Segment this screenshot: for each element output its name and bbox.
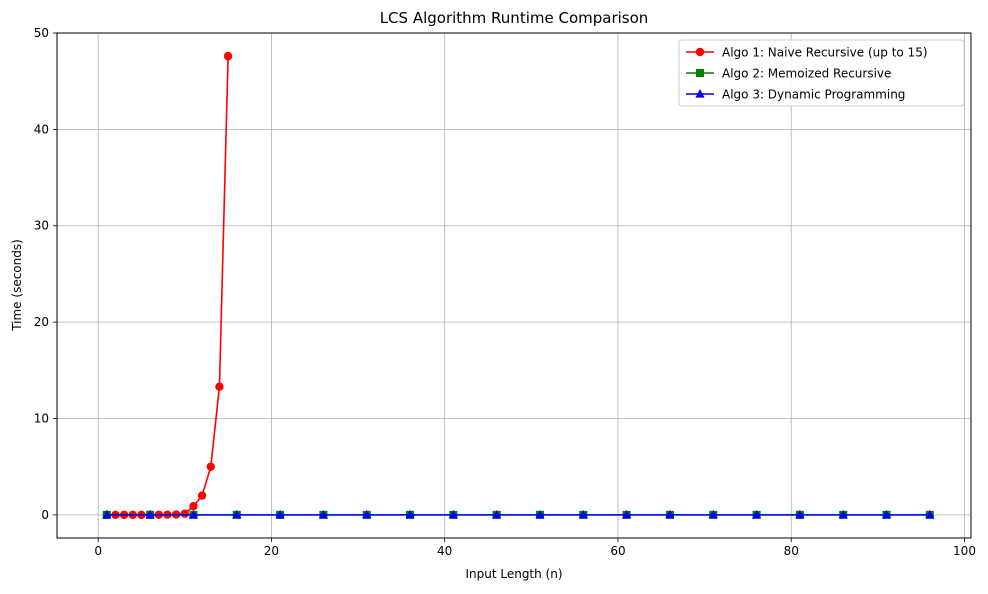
- data-point: [925, 509, 935, 519]
- x-tick-label: 100: [953, 544, 976, 558]
- data-point: [751, 509, 762, 519]
- grid: [57, 32, 971, 538]
- data-point: [232, 509, 242, 519]
- data-point: [492, 509, 502, 519]
- data-point: [362, 509, 372, 519]
- x-tick-label: 40: [437, 544, 452, 558]
- data-point: [188, 509, 199, 519]
- data-point: [180, 509, 189, 518]
- legend-item: Algo 3: Dynamic Programming: [686, 88, 905, 102]
- y-tick-label: 10: [34, 411, 49, 425]
- y-tick-label: 40: [34, 122, 49, 136]
- data-point: [318, 509, 329, 519]
- y-tick-label: 20: [34, 315, 49, 329]
- x-tick-label: 0: [94, 544, 102, 558]
- data-point: [578, 509, 588, 519]
- data-point: [448, 509, 458, 519]
- legend-marker: [695, 89, 705, 98]
- series-3: [102, 509, 935, 519]
- chart-title: LCS Algorithm Runtime Comparison: [380, 9, 649, 27]
- data-point: [665, 509, 675, 519]
- legend-label: Algo 1: Naive Recursive (up to 15): [722, 46, 928, 60]
- y-tick-label: 0: [41, 508, 49, 522]
- data-point: [708, 509, 718, 519]
- series-line: [106, 56, 229, 516]
- data-point: [223, 51, 233, 61]
- legend-label: Algo 2: Memoized Recursive: [722, 67, 891, 81]
- legend-marker: [696, 69, 704, 77]
- axis-ticks: 0 20 40 60 80 100 0 10 20 30 40 50: [34, 26, 976, 558]
- legend-item: Algo 1: Naive Recursive (up to 15): [686, 46, 928, 60]
- x-tick-label: 80: [784, 544, 799, 558]
- data-point: [275, 509, 285, 519]
- x-tick-label: 20: [264, 544, 279, 558]
- legend: Algo 1: Naive Recursive (up to 15) Algo 2…: [678, 39, 965, 107]
- data-point: [145, 509, 155, 519]
- y-tick-label: 30: [34, 219, 49, 233]
- data-point: [405, 509, 415, 519]
- data-point: [795, 509, 805, 519]
- data-point: [881, 509, 892, 519]
- y-axis-label: Time (seconds): [10, 239, 24, 332]
- x-axis-label: Input Length (n): [465, 567, 562, 581]
- legend-box: [678, 39, 965, 107]
- data-point: [189, 501, 198, 511]
- series-1: [102, 51, 233, 520]
- data-point: [535, 509, 545, 519]
- legend-marker: [695, 47, 705, 57]
- series-layer: [102, 51, 935, 520]
- legend-item: Algo 2: Memoized Recursive: [686, 67, 891, 81]
- data-point: [622, 509, 632, 519]
- data-point: [838, 509, 848, 519]
- data-point: [215, 382, 224, 391]
- x-tick-label: 60: [610, 544, 625, 558]
- data-point: [206, 462, 215, 471]
- data-point: [197, 491, 207, 500]
- y-tick-label: 50: [34, 26, 49, 40]
- legend-label: Algo 3: Dynamic Programming: [722, 88, 905, 102]
- plot-area-frame: [56, 32, 972, 539]
- data-point: [102, 509, 112, 519]
